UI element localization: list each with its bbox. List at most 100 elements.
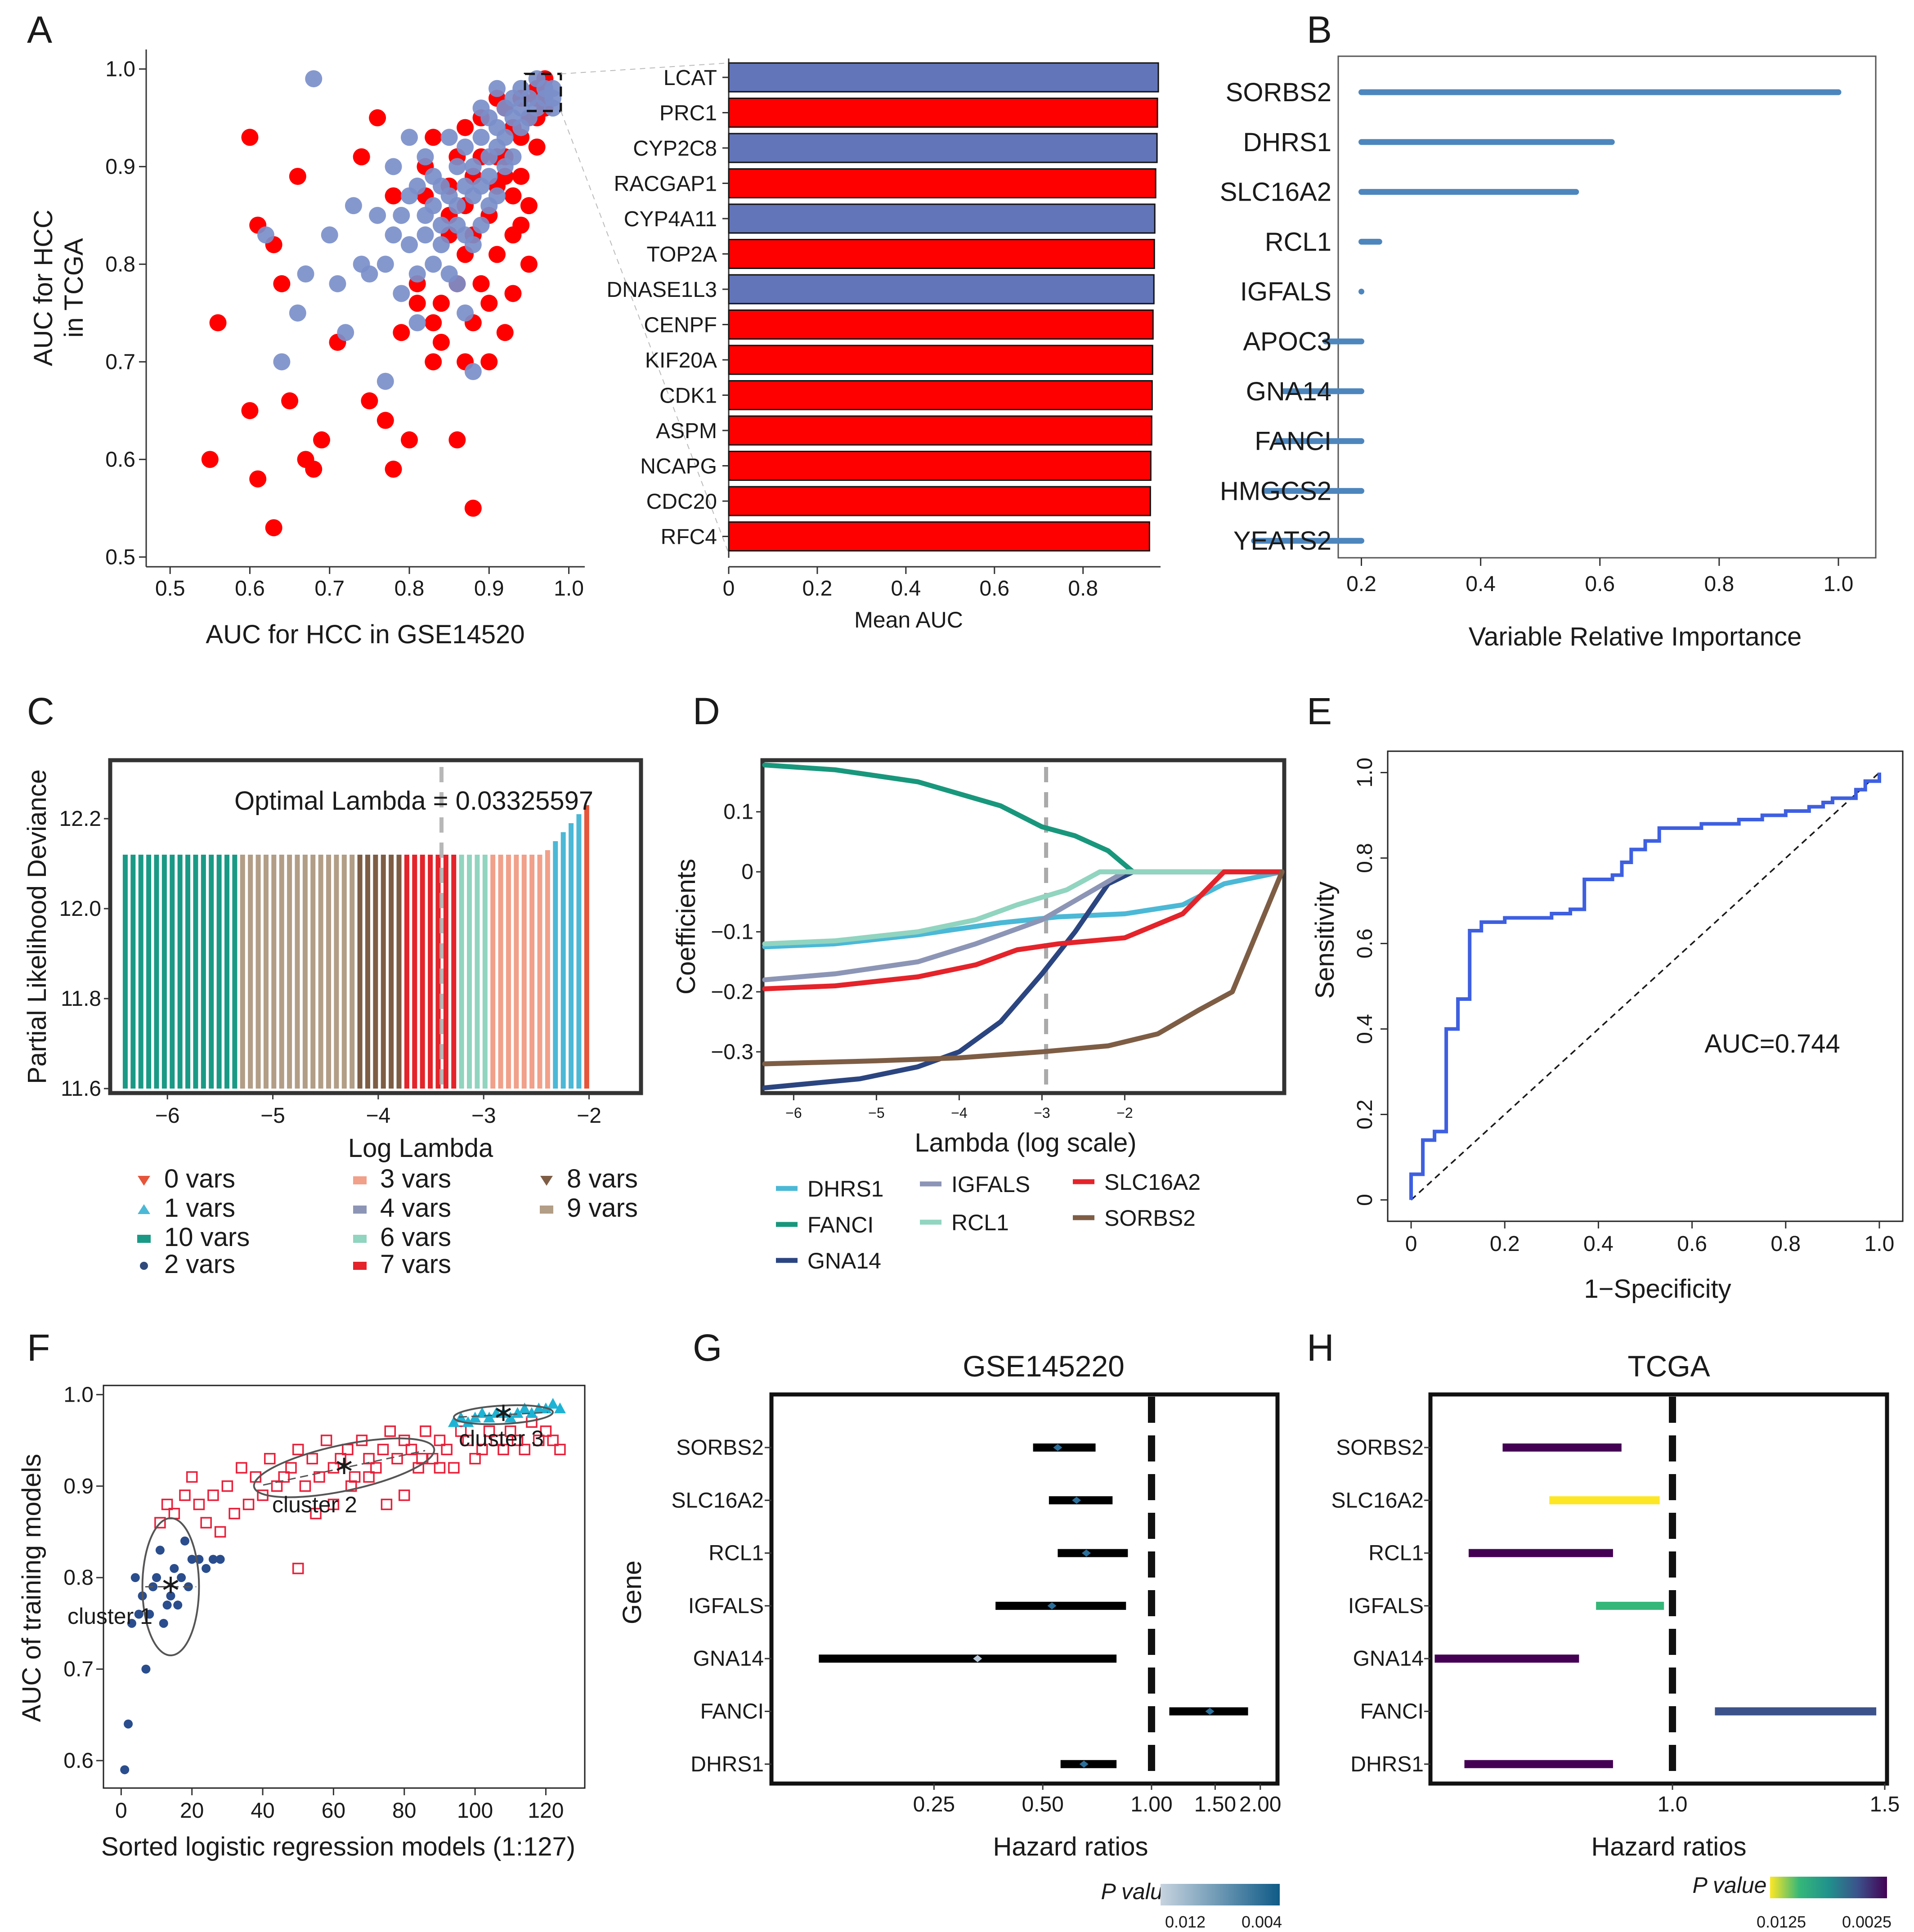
gene-label: DHRS1	[690, 1753, 764, 1776]
point-cluster-2	[314, 1471, 325, 1483]
panel-label-b: B	[1307, 9, 1332, 51]
point-cluster-2	[335, 1452, 346, 1465]
highlight-box	[524, 72, 562, 112]
point-cluster-2	[214, 1526, 226, 1538]
coef-path-fanci	[762, 762, 1285, 874]
scatter-point-up	[489, 246, 506, 263]
x-tick-label: 0	[1405, 1232, 1417, 1256]
gene-label: GNA14	[1353, 1647, 1424, 1671]
cluster-center-icon: ∗	[333, 1451, 355, 1480]
legend-label: 4 vars	[380, 1193, 451, 1223]
y-tick-label: 1.0	[105, 57, 135, 81]
scatter-point-up	[512, 216, 530, 234]
point-cluster-2	[207, 1489, 219, 1501]
x-tick-label: 0.7	[314, 577, 345, 601]
y-tick-label: 1.0	[1353, 758, 1377, 788]
scatter-point-up	[512, 168, 530, 185]
scatter-point-down	[432, 216, 450, 234]
bar-category-label: ASPM	[656, 419, 717, 443]
bar	[728, 62, 1159, 93]
point-cluster-2	[221, 1480, 233, 1492]
point-cluster-2	[363, 1452, 375, 1465]
gene-label: APOC3	[1243, 327, 1331, 356]
point-cluster-2	[179, 1489, 191, 1501]
panel-b: SORBS2 DHRS1 SLC16A2 RCL1 IGFALS APOC3 GNA14 FA…	[1220, 55, 1877, 651]
legend-label: 6 vars	[380, 1223, 451, 1252]
gene-label: DHRS1	[1243, 128, 1331, 157]
figure-root: A BC D EF G H0.5 0.6 0.7 0.8 0.9 1.00.50.60.70.80.…	[17, 9, 1904, 1931]
scatter-point-down	[401, 129, 418, 146]
point-cluster-1	[208, 1555, 218, 1564]
scatter-point-down	[448, 275, 466, 292]
scatter-point-up	[305, 461, 323, 478]
point-cluster-2	[285, 1462, 297, 1474]
point-cluster-2	[533, 1434, 545, 1446]
scatter-point-down	[408, 265, 426, 283]
point-cluster-2	[320, 1434, 332, 1446]
point-cluster-2	[547, 1434, 559, 1446]
point-cluster-3	[525, 1407, 538, 1418]
gene-label: SORBS2	[1336, 1436, 1424, 1460]
legend-label: SORBS2	[1104, 1206, 1196, 1231]
coef-path-sorbs2	[762, 869, 1285, 1067]
chart-title: GSE145220	[963, 1349, 1125, 1383]
bar	[728, 415, 1152, 446]
panel-a-bar: LCAT PRC1 CYP2C8 RACGAP1 CYP4A11 TOP2A DNASE1L…	[607, 58, 1161, 632]
cluster-center-icon: ∗	[493, 1398, 515, 1427]
y-tick-label: 0.9	[63, 1475, 94, 1498]
y-tick-label: 0.5	[105, 545, 135, 569]
gene-label: IGFALS	[1240, 277, 1331, 306]
y-tick-label: 0	[741, 860, 753, 884]
x-tick-label: 2.00	[1239, 1793, 1281, 1816]
point-cluster-1	[159, 1618, 168, 1628]
x-tick-label: 40	[251, 1799, 274, 1823]
p-value-colorbar	[1770, 1877, 1887, 1898]
point-cluster-1	[152, 1573, 161, 1582]
legend-label: GNA14	[807, 1248, 881, 1273]
point-cluster-2	[327, 1498, 340, 1511]
p-value-colorbar	[1161, 1884, 1280, 1905]
x-tick-label: 1.0	[1658, 1793, 1688, 1816]
scatter-point-down	[448, 158, 466, 175]
scatter-point-down	[544, 90, 562, 107]
scatter-point-up	[313, 431, 330, 448]
point-cluster-1	[170, 1564, 179, 1573]
point-cluster-2	[154, 1517, 166, 1529]
x-axis-title: Variable Relative Importance	[1469, 622, 1802, 651]
point-cluster-1	[145, 1609, 154, 1619]
plot-frame	[103, 1385, 586, 1789]
point-cluster-2	[363, 1471, 375, 1483]
y-tick-label: −0.3	[711, 1040, 753, 1064]
point-cluster-1	[124, 1719, 133, 1729]
point-cluster-2	[161, 1498, 173, 1511]
point-cluster-2	[186, 1471, 198, 1483]
scatter-point-down	[464, 158, 482, 175]
scatter-point-up	[273, 275, 291, 292]
scatter-point-down	[273, 353, 291, 371]
point-cluster-2	[505, 1425, 516, 1437]
y-tick-label: 0.8	[1353, 843, 1377, 873]
scatter-point-down	[496, 129, 514, 146]
scatter-point-down	[377, 372, 394, 390]
x-tick-label: 0.5	[155, 577, 185, 601]
y-axis-title: AUC of training models	[17, 1454, 46, 1722]
scatter-point-up	[520, 256, 538, 273]
gene-label: RCL1	[708, 1542, 764, 1565]
x-tick-label: 120	[528, 1799, 564, 1823]
y-axis-title-line: AUC for HCC	[29, 210, 58, 366]
point-cluster-2	[448, 1462, 460, 1474]
scatter-point-up	[425, 314, 442, 332]
y-tick-label: 0.9	[105, 155, 135, 179]
scatter-point-up	[241, 129, 259, 146]
point-cluster-3	[519, 1402, 531, 1413]
x-tick-label: 0.25	[913, 1793, 955, 1816]
p-value-legend-title: P value	[1693, 1873, 1767, 1898]
scatter-point-up	[281, 392, 299, 410]
point-cluster-1	[162, 1600, 172, 1610]
cluster-ellipse	[453, 1404, 554, 1425]
gene-label: GNA14	[693, 1647, 764, 1671]
x-tick-label: 0.4	[891, 577, 921, 601]
scatter-point-down	[361, 265, 378, 283]
hr-estimate-marker	[1072, 1497, 1081, 1504]
